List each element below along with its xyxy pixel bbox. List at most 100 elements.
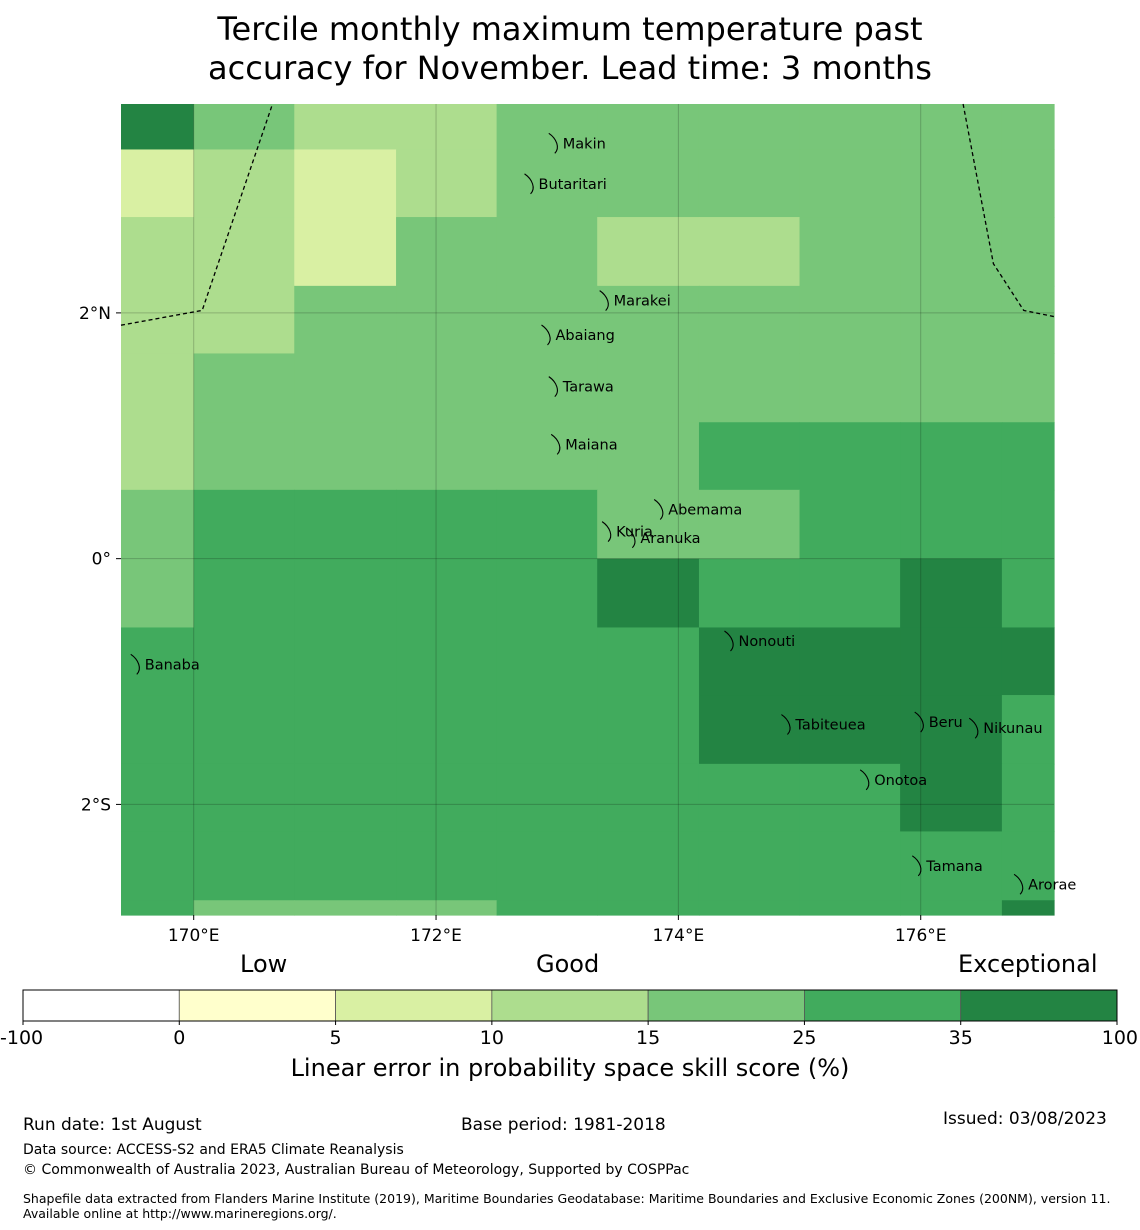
grid-cell (799, 627, 901, 696)
grid-cell (193, 489, 295, 560)
island-label: Butaritari (539, 177, 607, 193)
grid-cell (900, 104, 1003, 151)
grid-cell (294, 422, 397, 491)
grid-cell (496, 422, 598, 491)
grid-cell (1001, 831, 1055, 901)
grid-cell (698, 558, 801, 629)
grid-cell (1001, 900, 1055, 916)
island-label: Maiana (565, 437, 617, 453)
island-outline (653, 499, 664, 520)
grid-cell (1001, 104, 1055, 151)
grid-cell (597, 489, 700, 560)
island-outline (524, 173, 534, 195)
grid-cell (900, 627, 1003, 696)
issued-date: Issued: 03/08/2023 (943, 1109, 1107, 1129)
grid-cell (1001, 695, 1055, 765)
colorbar-tick-label: 5 (330, 1027, 342, 1049)
grid-cell (597, 217, 700, 287)
data-source: Data source: ACCESS-S2 and ERA5 Climate … (23, 1142, 404, 1158)
grid-cell (799, 285, 901, 355)
grid-cell (193, 149, 295, 218)
grid-cell (193, 558, 295, 629)
island-outline (914, 711, 924, 733)
island-label: Nonouti (738, 634, 795, 650)
grid-cell (698, 695, 801, 765)
grid-cell (496, 627, 598, 696)
grid-cell (496, 558, 598, 629)
skill-grid (121, 104, 1055, 916)
grid-cell (1001, 353, 1055, 423)
grid-cell (496, 900, 598, 916)
island-outline (548, 132, 558, 154)
colorbar-segment (178, 989, 336, 1022)
colorbar-word-exceptional: Exceptional (958, 950, 1098, 978)
grid-cell (193, 422, 295, 491)
grid-cell (193, 900, 295, 916)
grid-cell (1001, 149, 1055, 218)
grid-cell (496, 489, 598, 560)
grid-cell (396, 285, 498, 355)
grid-cell (193, 627, 295, 696)
grid-cell (193, 217, 295, 287)
island-label: Onotoa (874, 773, 927, 789)
grid-cell (294, 149, 397, 218)
title-line-2: accuracy for November. Lead time: 3 mont… (208, 49, 932, 87)
grid-cell (294, 900, 397, 916)
grid-cell (396, 489, 498, 560)
island-outline (626, 527, 636, 549)
grid-cell (900, 489, 1003, 560)
grid-cell (396, 149, 498, 218)
grid-cell (496, 217, 598, 287)
grid-cell (900, 900, 1003, 916)
grid-cell (193, 285, 295, 355)
grid-cell (799, 831, 901, 901)
colorbar-tick-label: -100 (0, 1027, 43, 1049)
grid-cell (900, 558, 1003, 629)
island-outline (601, 521, 612, 543)
colorbar-word-good: Good (536, 950, 600, 978)
lon-tick-label: 176°E (895, 926, 947, 946)
island-outline (968, 717, 979, 739)
lat-tick-label: 2°N (79, 304, 111, 324)
grid-cell (698, 489, 801, 560)
grid-cell (294, 489, 397, 560)
run-date: Run date: 1st August (23, 1115, 202, 1135)
grid-cell (597, 285, 700, 355)
island-label: Aranuka (640, 531, 700, 547)
grid-cell (900, 422, 1003, 491)
grid-cell (396, 217, 498, 287)
island-label: Arorae (1028, 877, 1076, 893)
colorbar-segment (491, 989, 649, 1022)
grid-cell (799, 104, 901, 151)
lat-tick-label: 2°S (81, 795, 111, 815)
colorbar-segment (335, 989, 493, 1022)
colorbar-segment (804, 989, 962, 1022)
grid-cell (496, 149, 598, 218)
grid-cell (597, 104, 700, 151)
grid-cell (496, 695, 598, 765)
eez-boundaries (120, 103, 1055, 326)
grid-cell (396, 900, 498, 916)
grid-cell (121, 695, 195, 765)
grid-cell (496, 763, 598, 833)
grid-cell (121, 627, 195, 696)
colorbar-label: Linear error in probability space skill … (290, 1054, 850, 1082)
grid-cell (294, 353, 397, 423)
grid-cell (121, 763, 195, 833)
grid-cell (900, 217, 1003, 287)
grid-cell (799, 489, 901, 560)
grid-cell (597, 558, 700, 629)
island-label: Nikunau (983, 721, 1042, 737)
grid-cell (396, 104, 498, 151)
grid-cell (698, 627, 801, 696)
island-outline (911, 855, 922, 877)
grid-cell (799, 149, 901, 218)
grid-cell (799, 353, 901, 423)
grid-cell (1001, 285, 1055, 355)
grid-cell (121, 217, 195, 287)
island-outline (550, 433, 561, 455)
eez-boundary-line (962, 103, 1055, 318)
island-outline (599, 290, 609, 311)
island-label: Marakei (614, 294, 671, 310)
colorbar-frame (22, 989, 1118, 1022)
